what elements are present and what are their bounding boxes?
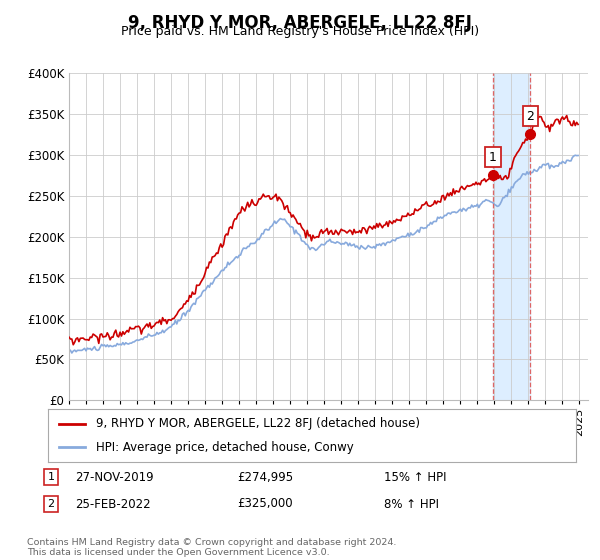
Text: 2: 2 [47,499,55,509]
Text: £325,000: £325,000 [237,497,293,511]
Text: Contains HM Land Registry data © Crown copyright and database right 2024.
This d: Contains HM Land Registry data © Crown c… [27,538,397,557]
Text: 25-FEB-2022: 25-FEB-2022 [75,497,151,511]
Text: HPI: Average price, detached house, Conwy: HPI: Average price, detached house, Conw… [95,441,353,454]
Text: £274,995: £274,995 [237,470,293,484]
Text: 8% ↑ HPI: 8% ↑ HPI [384,497,439,511]
Text: 15% ↑ HPI: 15% ↑ HPI [384,470,446,484]
Text: 1: 1 [489,151,497,164]
Bar [493,73,530,400]
Text: 1: 1 [47,472,55,482]
Text: 2: 2 [527,110,535,123]
Text: Price paid vs. HM Land Registry's House Price Index (HPI): Price paid vs. HM Land Registry's House … [121,25,479,38]
Text: 9, RHYD Y MOR, ABERGELE, LL22 8FJ (detached house): 9, RHYD Y MOR, ABERGELE, LL22 8FJ (detac… [95,417,419,430]
Text: 9, RHYD Y MOR, ABERGELE, LL22 8FJ: 9, RHYD Y MOR, ABERGELE, LL22 8FJ [128,14,472,32]
Text: 27-NOV-2019: 27-NOV-2019 [75,470,154,484]
